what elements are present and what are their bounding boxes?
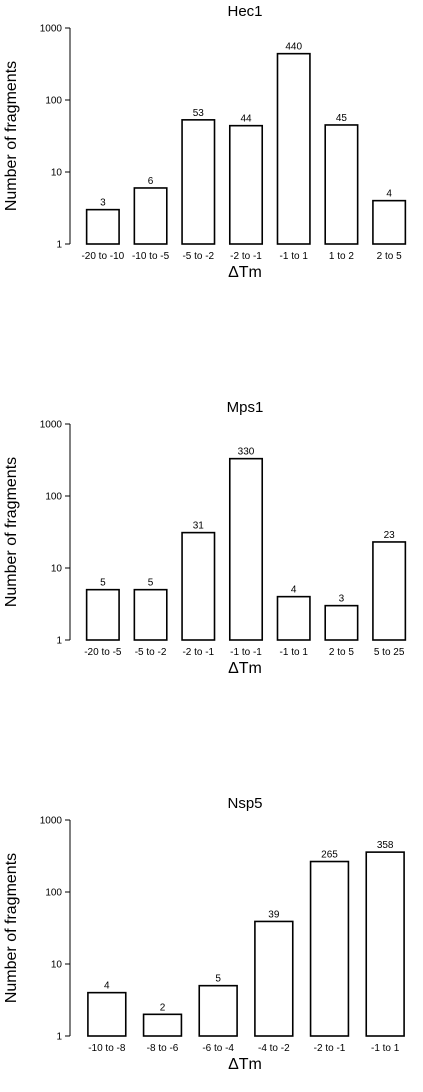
x-category-label: -1 to 1: [371, 1043, 400, 1054]
bar: [133, 588, 168, 641]
data-label: 3: [339, 594, 345, 605]
data-label: 330: [238, 447, 255, 458]
y-tick-label: 1000: [40, 420, 63, 431]
data-label: 31: [193, 521, 205, 532]
y-tick-label: 1000: [40, 24, 63, 35]
bar: [365, 851, 405, 1037]
y-tick-label: 100: [45, 888, 62, 899]
x-category-label: -5 to -2: [135, 647, 167, 658]
y-axis-label: Number of fragments: [3, 853, 20, 1003]
y-tick-label: 10: [51, 960, 63, 971]
x-category-label: -4 to -2: [258, 1043, 290, 1054]
y-tick-label: 1000: [40, 816, 63, 827]
x-category-label: -1 to -1: [230, 647, 262, 658]
x-category-label: 5 to 25: [374, 647, 405, 658]
x-category-label: -1 to 1: [280, 647, 309, 658]
data-label: 23: [384, 530, 396, 541]
x-category-label: -2 to -1: [314, 1043, 346, 1054]
bar: [228, 124, 264, 245]
x-category-label: -2 to -1: [182, 647, 214, 658]
y-tick-label: 100: [45, 492, 62, 503]
chart-title: Nsp5: [227, 795, 262, 812]
bar: [276, 595, 311, 641]
bar: [228, 457, 264, 641]
x-category-label: -6 to -4: [202, 1043, 234, 1054]
x-category-label: -20 to -10: [81, 251, 124, 262]
bar: [198, 984, 238, 1037]
bar: [85, 588, 120, 641]
bar: [276, 52, 311, 245]
data-label: 5: [148, 578, 154, 589]
data-label: 4: [386, 189, 392, 200]
data-label: 45: [336, 113, 348, 124]
x-category-label: -5 to -2: [182, 251, 214, 262]
bar: [372, 541, 407, 641]
data-label: 39: [268, 909, 280, 920]
bar: [85, 208, 120, 245]
bar: [324, 604, 359, 641]
x-category-label: -1 to 1: [280, 251, 309, 262]
y-tick-label: 10: [51, 168, 63, 179]
chart-title: Hec1: [227, 3, 262, 20]
y-axis-label: Number of fragments: [3, 457, 20, 607]
x-axis-label: ΔTm: [228, 660, 262, 677]
bar: [87, 991, 127, 1037]
y-tick-label: 10: [51, 564, 63, 575]
chart-nsp5: Nsp5 Number of fragments 1 10 100 1000 4 -10 to…: [3, 795, 405, 1073]
x-category-label: -8 to -6: [147, 1043, 179, 1054]
bar: [133, 187, 168, 245]
y-tick-label: 1: [56, 1032, 62, 1043]
y-tick-label: 100: [45, 96, 62, 107]
data-label: 265: [321, 850, 338, 861]
data-label: 2: [160, 1002, 166, 1013]
chart-title: Mps1: [227, 399, 264, 416]
data-label: 44: [240, 114, 252, 125]
x-category-label: -10 to -5: [132, 251, 170, 262]
data-label: 5: [100, 578, 106, 589]
x-category-label: 1 to 2: [329, 251, 354, 262]
y-tick-label: 1: [56, 636, 62, 647]
bar: [372, 199, 407, 245]
chart-mps1: Mps1 Number of fragments 1 10 100 1000 5 -20 to…: [3, 399, 407, 677]
y-axis-label: Number of fragments: [3, 61, 20, 211]
bar: [142, 1013, 183, 1037]
bar: [254, 920, 294, 1037]
chart-hec1: Hec1 Number of fragments 1 10 100 1000 3 -20 to…: [3, 3, 407, 281]
bar: [309, 860, 350, 1037]
y-tick-label: 1: [56, 240, 62, 251]
x-category-label: -20 to -5: [84, 647, 122, 658]
bar: [324, 124, 359, 245]
data-label: 6: [148, 176, 154, 187]
x-axis-label: ΔTm: [228, 1056, 262, 1073]
x-category-label: 2 to 5: [377, 251, 402, 262]
data-label: 5: [215, 974, 221, 985]
bar: [181, 531, 216, 641]
data-label: 4: [104, 981, 110, 992]
x-category-label: -2 to -1: [230, 251, 262, 262]
data-label: 440: [285, 42, 302, 53]
x-category-label: 2 to 5: [329, 647, 354, 658]
data-label: 358: [377, 840, 394, 851]
x-axis-label: ΔTm: [228, 264, 262, 281]
data-label: 53: [193, 108, 205, 119]
x-category-label: -10 to -8: [88, 1043, 126, 1054]
bar: [181, 119, 216, 245]
data-label: 3: [100, 198, 106, 209]
data-label: 4: [291, 585, 297, 596]
